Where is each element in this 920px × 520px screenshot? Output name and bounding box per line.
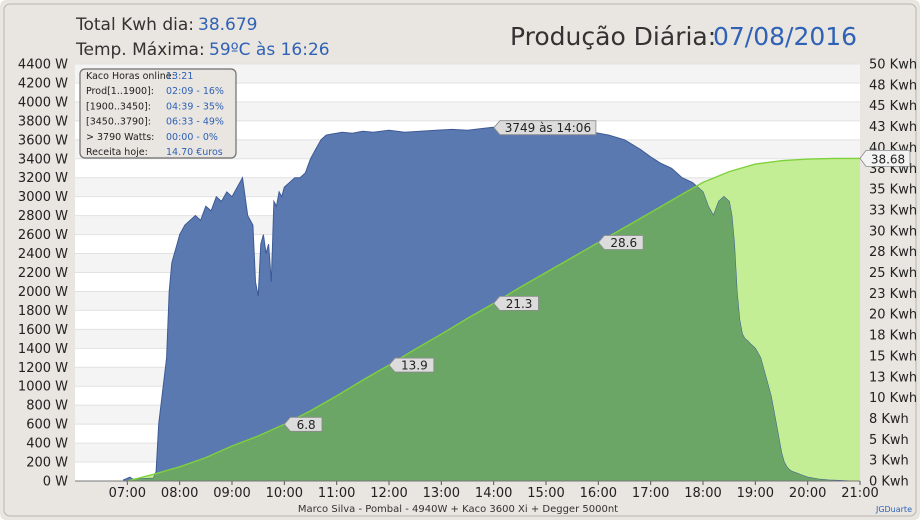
power-peak-label: 3749 às 14:06 — [493, 120, 597, 135]
info-row-value: 04:39 - 35% — [166, 101, 224, 112]
y-right-tick-label: 48 Kwh — [869, 78, 917, 93]
svg-text:38.68: 38.68 — [871, 152, 905, 166]
energy-total-label: 38.68 — [859, 150, 911, 167]
y-right-tick-label: 23 Kwh — [869, 287, 917, 302]
svg-text:21.3: 21.3 — [506, 297, 533, 311]
y-left-tick-label: 1800 W — [18, 304, 68, 319]
y-right-tick-label: 35 Kwh — [869, 183, 917, 198]
chart-border — [3, 3, 917, 517]
grid-band — [75, 101, 860, 121]
energy-data-label: 6.8 — [283, 416, 323, 432]
plot-data-labels: 6.8 13.9 21.3 28.6 3749 às 14:06 38.68 — [283, 120, 911, 432]
y-right-tick-label: 45 Kwh — [869, 99, 917, 114]
y-right-tick-label: 8 Kwh — [869, 412, 909, 427]
y-left-tick-label: 3200 W — [18, 171, 68, 186]
y-right-tick-label: 5 Kwh — [869, 433, 909, 448]
info-row-label: > 3790 Watts: — [86, 132, 154, 143]
y-left-tick-label: 3000 W — [18, 190, 68, 205]
y-left-tick-label: 1200 W — [18, 361, 68, 376]
y-right-tick-label: 50 Kwh — [869, 58, 917, 73]
y-left-tick-label: 200 W — [26, 456, 68, 471]
y-right-tick-label: 15 Kwh — [869, 349, 917, 364]
y-left-tick-label: 2000 W — [18, 285, 68, 300]
x-tick-label: 20:00 — [789, 486, 826, 501]
x-tick-label: 21:00 — [841, 486, 878, 501]
info-box: Kaco Horas online:13:21 Prod[1..1900]: 02:… — [79, 68, 237, 159]
y-right-tick-label: 3 Kwh — [869, 454, 909, 469]
total-kwh-label: Total Kwh dia: — [75, 15, 194, 35]
x-tick-label: 13:00 — [423, 486, 460, 501]
x-tick-label: 19:00 — [737, 486, 774, 501]
y-right-tick-label: 25 Kwh — [869, 266, 917, 281]
energy-area-under-power — [127, 158, 860, 481]
info-row-label: [1900..3450]: — [86, 101, 151, 112]
y-left-tick-label: 2600 W — [18, 228, 68, 243]
info-box-frame — [79, 68, 237, 159]
info-row-value: 00:00 - 0% — [166, 132, 218, 143]
info-row-label: Receita hoje: — [86, 147, 148, 158]
y-left-tick-label: 800 W — [26, 399, 68, 414]
grid-band — [75, 64, 860, 83]
svg-text:3749 às 14:06: 3749 às 14:06 — [505, 121, 591, 135]
y-right-tick-label: 10 Kwh — [869, 391, 917, 406]
x-tick-label: 08:00 — [161, 486, 198, 501]
svg-text:13.9: 13.9 — [401, 359, 428, 373]
y-left-tick-label: 3800 W — [18, 114, 68, 129]
chart-title-date: 07/08/2016 — [713, 22, 857, 51]
y-left-tick-label: 2200 W — [18, 266, 68, 281]
plot-series — [122, 125, 861, 482]
svg-text:28.6: 28.6 — [610, 236, 637, 250]
y-right-tick-label: 28 Kwh — [869, 245, 917, 260]
y-left-tick-label: 3400 W — [18, 152, 68, 167]
info-row-value: 14.70 €uros — [166, 147, 223, 158]
y-right-tick-label: 18 Kwh — [869, 329, 917, 344]
y-left-tick-label: 1000 W — [18, 380, 68, 395]
x-tick-label: 18:00 — [684, 486, 721, 501]
y-right-tick-label: 0 Kwh — [869, 475, 909, 490]
x-tick-label: 07:00 — [109, 486, 146, 501]
y-left-tick-label: 3600 W — [18, 133, 68, 148]
footer-credit: JGDuarte — [875, 505, 912, 514]
info-row-value: 06:33 - 49% — [166, 117, 224, 128]
max-temp-label: Temp. Máxima: — [75, 40, 205, 60]
energy-data-label: 28.6 — [597, 235, 644, 250]
total-kwh-value: 38.679 — [198, 15, 257, 35]
info-row-label: Prod[1..1900]: — [86, 86, 154, 97]
svg-text:6.8: 6.8 — [297, 418, 316, 432]
y-left-tick-label: 1600 W — [18, 323, 68, 338]
info-row-label: Kaco Horas online: — [86, 71, 175, 82]
y-right-tick-label: 43 Kwh — [869, 120, 917, 135]
y-left-tick-label: 600 W — [26, 418, 68, 433]
y-right-tick-label: 13 Kwh — [869, 370, 917, 385]
y-left-tick-label: 0 W — [43, 475, 68, 490]
footer-caption: Marco Silva - Pombal - 4940W + Kaco 3600… — [298, 504, 618, 515]
y-left-tick-label: 2800 W — [18, 209, 68, 224]
x-tick-label: 15:00 — [527, 486, 564, 501]
y-left-tick-label: 4400 W — [18, 58, 68, 73]
y-left-tick-label: 4200 W — [18, 76, 68, 91]
chart-title-label: Produção Diária: — [510, 22, 716, 51]
y-right-tick-label: 20 Kwh — [869, 308, 917, 323]
y-left-tick-label: 2400 W — [18, 247, 68, 262]
y-right-tick-label: 30 Kwh — [869, 224, 917, 239]
energy-data-label: 21.3 — [493, 295, 539, 311]
x-tick-label: 11:00 — [318, 486, 355, 501]
y-left-tick-label: 4000 W — [18, 95, 68, 110]
y-left-tick-label: 1400 W — [18, 342, 68, 357]
x-tick-label: 09:00 — [213, 486, 250, 501]
x-tick-label: 17:00 — [632, 486, 669, 501]
x-tick-label: 12:00 — [370, 486, 407, 501]
y-left-tick-label: 400 W — [26, 437, 68, 452]
x-tick-label: 16:00 — [580, 486, 617, 501]
energy-data-label: 13.9 — [388, 357, 435, 373]
x-tick-label: 10:00 — [266, 486, 303, 501]
x-tick-label: 14:00 — [475, 486, 512, 501]
info-row-label: [3450..3790]: — [86, 117, 151, 128]
max-temp-value: 59ºC às 16:26 — [209, 40, 330, 60]
y-right-tick-label: 33 Kwh — [869, 203, 917, 218]
info-row-value: 13:21 — [166, 71, 193, 82]
info-row-value: 02:09 - 16% — [166, 86, 224, 97]
